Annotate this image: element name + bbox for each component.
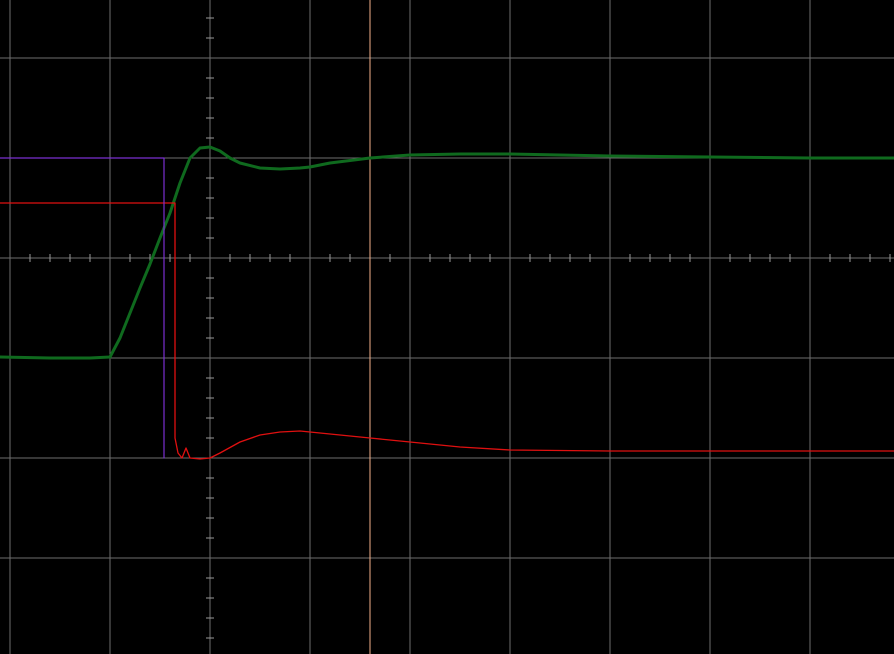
traces <box>0 145 894 460</box>
axis-ticks <box>29 17 891 639</box>
series-trace-1 <box>0 145 894 360</box>
series-trace-2 <box>0 202 894 460</box>
series-trace-3 <box>0 157 165 459</box>
